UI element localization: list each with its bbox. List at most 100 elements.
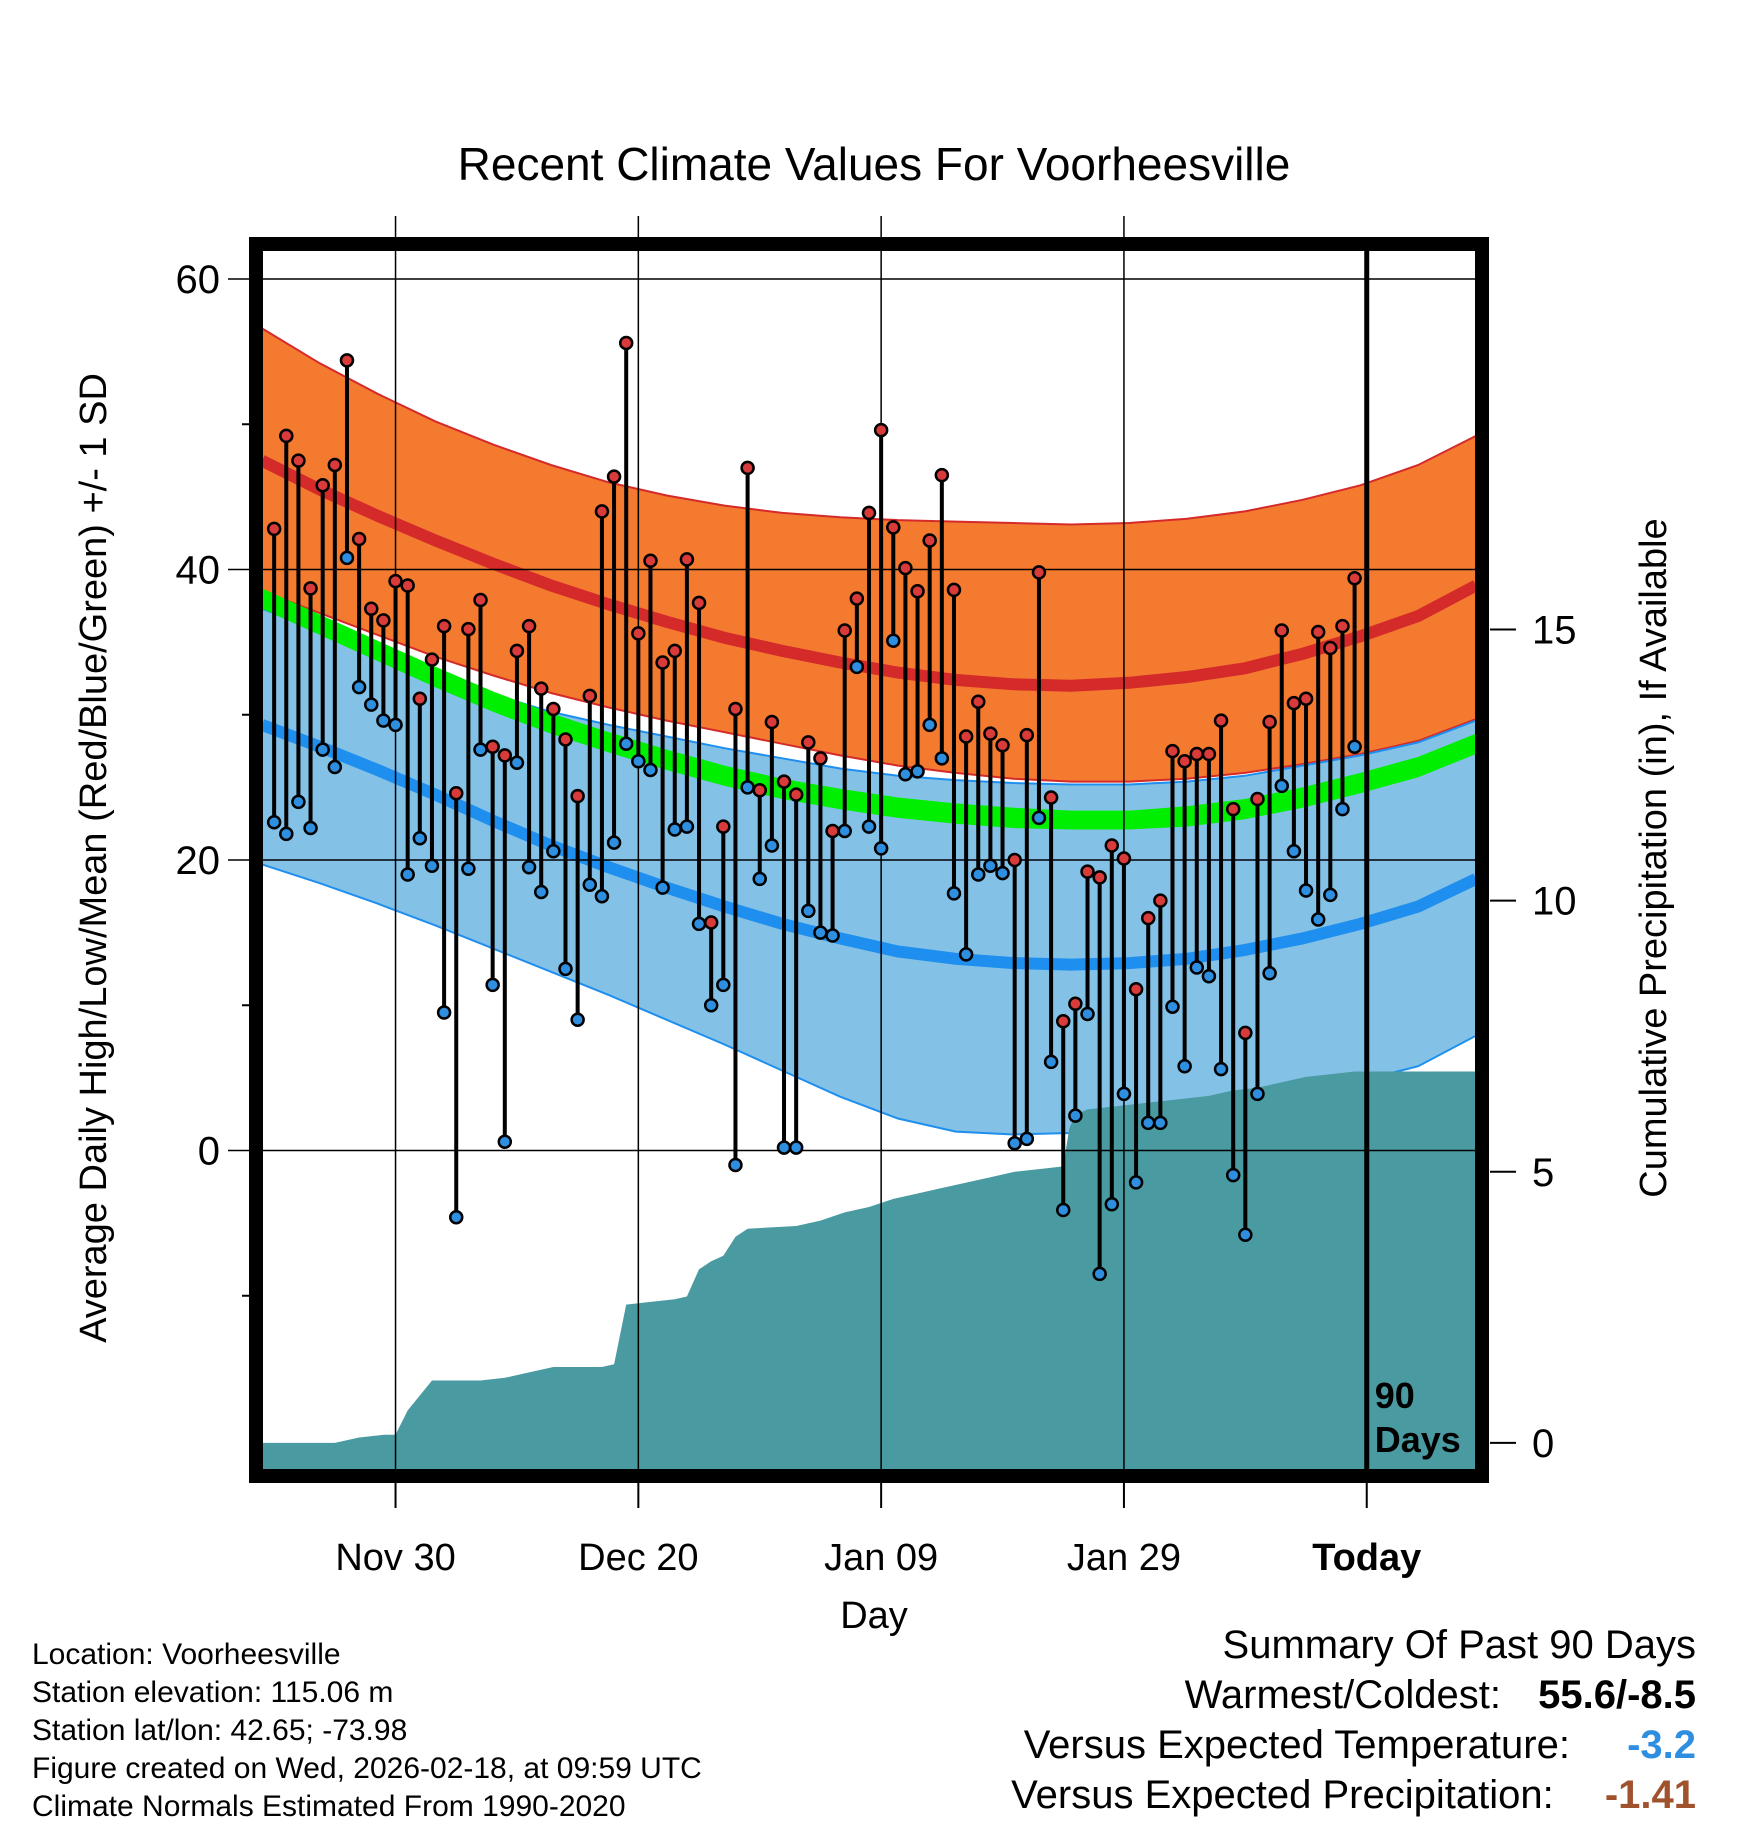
daily-low-point [448,1210,464,1225]
daily-low-point [1165,999,1180,1014]
daily-low-point [873,841,889,856]
daily-high-point [1007,852,1022,868]
daily-low-point [837,823,852,839]
daily-low-point [521,860,537,875]
daily-low-point [995,865,1010,881]
daily-high-point [594,504,610,519]
daily-low-point [388,717,403,733]
x-tick-label: Today [1312,1537,1421,1579]
daily-low-point [558,961,573,977]
daily-low-point [1238,1227,1253,1242]
daily-high-point [813,751,828,766]
daily-high-point [1310,624,1326,640]
daily-low-point [825,928,840,943]
created-line: Figure created on Wed, 2026-02-18, at 09… [32,1752,702,1785]
precip-value: -1.41 [1604,1773,1696,1817]
daily-high-point [655,655,670,670]
daily-high-point [388,573,403,589]
daily-low-point [801,903,816,919]
daily-high-point [861,505,877,521]
daily-low-point [934,751,950,766]
daily-low-point [1201,968,1217,984]
mean-sd-band [262,588,1476,830]
daily-high-point [521,618,537,634]
y2-tick-label: 10 [1532,880,1577,924]
daily-high-point [1104,838,1120,853]
daily-high-point [983,726,998,741]
daily-low-point [971,867,986,882]
daily-high-point [1165,743,1180,759]
daily-low-point [412,830,428,846]
daily-low-point [1043,1054,1059,1070]
daily-low-point [533,884,549,900]
daily-low-point [898,767,913,782]
warmest-value: 55.6/-8.5 [1538,1673,1696,1717]
normal-low-line [259,719,1479,971]
daily-low-point [594,889,610,904]
y-tick-label: 40 [176,549,221,593]
daily-high-point [291,453,306,468]
daily-high-point [1335,618,1350,634]
daily-high-point [606,469,622,484]
daily-low-point [813,925,828,940]
daily-low-point [1177,1058,1192,1074]
daily-low-point [473,742,488,757]
x-tick-label: Nov 30 [335,1537,455,1579]
daily-low-point [266,814,282,830]
daily-low-point [1335,801,1350,817]
daily-high-point [1068,996,1083,1012]
period-label-days: Days [1375,1419,1461,1460]
daily-low-point [1055,1202,1071,1218]
daily-low-point [776,1140,792,1155]
daily-high-point [837,623,852,638]
daily-high-point [1213,713,1229,728]
daily-high-point [1201,746,1217,762]
daily-high-point [801,735,816,750]
daily-high-point [424,652,440,667]
daily-high-point [1080,864,1095,879]
daily-low-point [509,755,525,770]
daily-low-point [315,742,330,757]
daily-high-point [776,774,792,789]
daily-low-point [728,1157,743,1173]
daily-low-point [1080,1006,1095,1022]
summary-precip: Versus Expected Precipitation: -1.41 [1011,1770,1696,1820]
daily-low-point [461,861,476,876]
daily-high-point [436,618,452,634]
daily-low-point [764,838,780,853]
daily-low-point [327,759,343,775]
y2-tick-label: 5 [1532,1151,1554,1195]
daily-low-point [1128,1175,1144,1190]
daily-high-point [473,592,488,608]
daily-low-point [376,713,391,728]
y-axis-label: Average Daily High/Low/Mean (Red/Blue/Gr… [73,373,115,1343]
daily-low-point [606,835,622,850]
daily-high-point [1043,790,1059,805]
daily-low-point [364,697,379,712]
y-tick-label: 20 [176,839,221,883]
daily-high-point [752,783,767,798]
daily-high-point [1286,695,1302,711]
daily-low-point [570,1012,585,1028]
daily-high-point [1274,623,1290,638]
daily-high-point [995,738,1010,753]
daily-high-point [1140,910,1156,926]
daily-high-point [448,785,464,801]
daily-high-point [1177,753,1192,769]
daily-high-point [618,335,634,351]
daily-high-point [570,788,585,804]
daily-low-point [983,858,998,874]
latlon-line: Station lat/lon: 42.65; -73.98 [32,1714,408,1747]
daily-low-point [922,717,937,733]
location-line: Location: Voorheesville [32,1638,341,1671]
daily-high-point [703,915,719,930]
daily-high-point [339,353,355,368]
x-tick-label: Jan 29 [1067,1537,1181,1579]
daily-low-point [279,826,294,842]
daily-low-point [1225,1167,1241,1183]
daily-high-point [631,626,646,641]
daily-high-point [412,691,428,707]
daily-low-point [716,977,731,993]
precip-label: Versus Expected Precipitation: [1011,1773,1554,1817]
